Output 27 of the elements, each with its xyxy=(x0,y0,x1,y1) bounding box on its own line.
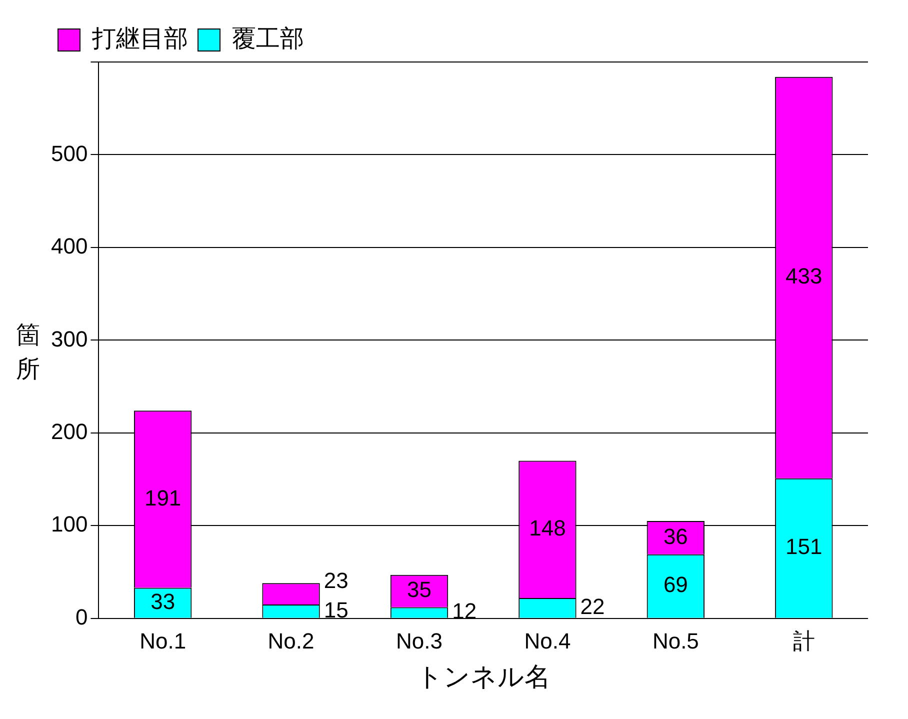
y-axis-title: 箇所 xyxy=(15,321,41,385)
data-label: 35 xyxy=(407,577,432,602)
y-tick-label: 300 xyxy=(50,326,88,352)
y-tick-label: 100 xyxy=(50,512,88,537)
x-tick-label: No.2 xyxy=(268,628,314,654)
data-label: 191 xyxy=(144,485,182,510)
x-tick-label: No.4 xyxy=(524,628,571,654)
legend-label: 覆工部 xyxy=(232,26,304,53)
x-tick-label: No.1 xyxy=(140,628,186,654)
y-tick-label: 400 xyxy=(50,234,88,259)
x-tick-label: No.5 xyxy=(652,628,699,654)
y-tick-label: 500 xyxy=(50,140,88,166)
data-label: 22 xyxy=(580,594,605,620)
data-label: 36 xyxy=(663,524,688,549)
x-tick-label: No.3 xyxy=(396,628,442,654)
y-tick-label: 0 xyxy=(75,604,88,630)
data-label: 23 xyxy=(324,568,348,593)
legend-label: 打継目部 xyxy=(91,26,188,53)
x-tick-label: 計 xyxy=(792,628,815,654)
x-axis-title: トンネル名 xyxy=(416,662,550,692)
data-label: 433 xyxy=(786,264,822,289)
data-label: 151 xyxy=(786,534,822,560)
data-label: 148 xyxy=(529,515,566,540)
data-label: 33 xyxy=(150,588,176,614)
data-label: 15 xyxy=(324,597,348,622)
y-tick-label: 200 xyxy=(50,418,88,444)
data-label: 69 xyxy=(663,572,688,598)
